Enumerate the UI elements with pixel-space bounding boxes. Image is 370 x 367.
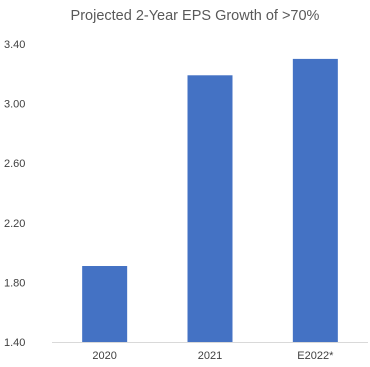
y-tick-label: 1.40: [4, 337, 25, 349]
y-tick-label: 3.40: [4, 39, 25, 51]
chart-title: Projected 2-Year EPS Growth of >70%: [71, 8, 320, 24]
y-tick-label: 2.20: [4, 218, 25, 230]
x-axis-ticks: 2020 2021 E2022*: [92, 350, 334, 362]
x-tick-label: 2021: [198, 350, 222, 362]
x-tick-label: 2020: [92, 350, 116, 362]
bar-2020: [82, 266, 128, 342]
y-axis-ticks: 1.40 1.80 2.20 2.60 3.00 3.40: [4, 39, 25, 349]
bar-2021: [187, 75, 233, 342]
y-tick-label: 2.60: [4, 158, 25, 170]
y-tick-label: 1.80: [4, 277, 25, 289]
bars-group: [82, 58, 338, 343]
x-tick-label: E2022*: [297, 350, 334, 362]
bar-E2022*: [292, 58, 338, 343]
y-tick-label: 3.00: [4, 99, 25, 111]
